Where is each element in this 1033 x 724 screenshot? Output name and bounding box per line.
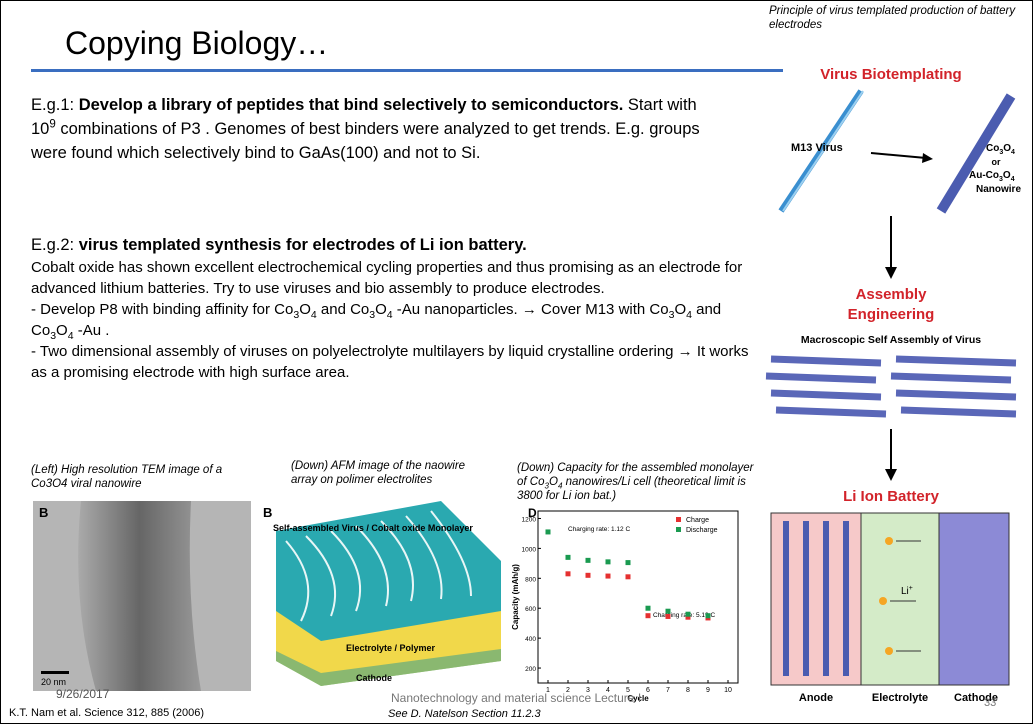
label: M13 Virus	[791, 142, 843, 154]
plot-area	[538, 511, 738, 683]
y-tick-label: 400	[525, 636, 536, 643]
step-title: Assembly	[856, 286, 928, 303]
cathode	[939, 513, 1009, 685]
y-axis-title: Capacity (mAh/g)	[511, 564, 520, 630]
scale-label: 20 nm	[41, 677, 66, 687]
label: Electrolyte / Polymer	[346, 643, 436, 653]
point	[646, 613, 651, 618]
point	[626, 560, 631, 565]
reference: K.T. Nam et al. Science 312, 885 (2006)	[9, 707, 204, 719]
x-tick-label: 9	[706, 687, 710, 694]
point	[566, 571, 571, 576]
x-tick-label: 7	[666, 687, 670, 694]
y-tick-label: 200	[525, 666, 536, 673]
point	[566, 555, 571, 560]
x-tick-label: 8	[686, 687, 690, 694]
run: Li	[901, 586, 909, 597]
label: Au-Co3O4	[969, 170, 1015, 183]
point	[666, 609, 671, 614]
label: Cathode	[356, 673, 392, 683]
date: 9/26/2017	[56, 687, 109, 701]
run: Au-Co	[969, 170, 999, 181]
point	[606, 574, 611, 579]
panel-label: B	[263, 505, 272, 520]
page-number: 33	[984, 697, 996, 709]
run: 4	[1011, 149, 1015, 156]
point	[666, 614, 671, 619]
label: or	[992, 157, 1001, 167]
point	[706, 613, 711, 618]
slide: Copying Biology… E.g.1: Develop a librar…	[0, 0, 1033, 724]
legend-marker	[676, 517, 681, 522]
legend-label: Discharge	[686, 527, 718, 534]
arrowhead	[885, 469, 897, 481]
step-title: Li Ion Battery	[843, 488, 940, 505]
label: Self-assembled Virus / Cobalt oxide Mono…	[273, 523, 473, 533]
label: Nanowire	[976, 184, 1021, 195]
label: Electrolyte	[872, 692, 928, 704]
label: Macroscopic Self Assembly of Virus	[801, 334, 981, 346]
arrowhead	[922, 153, 933, 163]
see-also: See D. Natelson Section 11.2.3	[388, 708, 541, 720]
point	[606, 559, 611, 564]
run: +	[909, 585, 913, 592]
point	[586, 573, 591, 578]
point	[686, 612, 691, 617]
step-title: Engineering	[848, 306, 935, 323]
run: 4	[1011, 176, 1015, 183]
electrolyte	[861, 513, 939, 685]
y-tick-label: 1200	[522, 516, 537, 523]
arrowhead	[885, 267, 897, 279]
scale-bar	[41, 671, 69, 674]
figures: B 20 nm B Self-assembled Virus / Cobalt …	[1, 1, 1032, 723]
point	[586, 558, 591, 563]
legend-label: Charge	[686, 517, 709, 524]
x-tick-label: 6	[646, 687, 650, 694]
arrow	[871, 153, 926, 158]
legend-marker	[676, 527, 681, 532]
x-tick-label: 10	[724, 687, 732, 694]
point	[546, 529, 551, 534]
point	[646, 606, 651, 611]
virus-array	[766, 359, 1016, 414]
panel-label: B	[39, 505, 48, 520]
step-title: Virus Biotemplating	[820, 66, 961, 83]
nanowire	[78, 501, 201, 691]
point	[626, 574, 631, 579]
y-tick-label: 600	[525, 606, 536, 613]
label: Anode	[799, 692, 833, 704]
footer-text: Nanotechnology and material science Lect…	[391, 691, 641, 705]
y-tick-label: 800	[525, 576, 536, 583]
y-tick-label: 1000	[522, 546, 537, 553]
label: Co3O4	[986, 143, 1015, 156]
run: Co	[986, 143, 999, 154]
annotation: Charging rate: 1.12 C	[568, 526, 630, 533]
